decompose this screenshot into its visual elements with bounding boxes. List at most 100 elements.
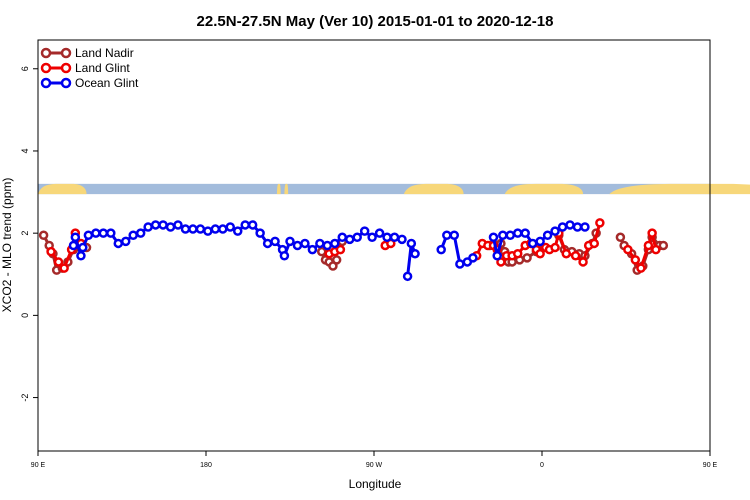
- data-point: [647, 228, 657, 238]
- data-point: [195, 224, 206, 234]
- x-axis-label: Longitude: [349, 477, 402, 491]
- x-tick-label: 180: [200, 462, 212, 469]
- data-point: [402, 271, 413, 282]
- data-point: [410, 248, 420, 259]
- y-tick-label: 2: [20, 231, 30, 236]
- data-point: [512, 248, 523, 259]
- y-tick-label: -2: [20, 394, 30, 402]
- legend-item: Ocean Glint: [40, 76, 139, 90]
- data-point: [316, 246, 327, 257]
- data-point: [120, 236, 131, 247]
- data-point: [367, 232, 377, 243]
- data-point: [135, 228, 146, 238]
- data-point: [535, 248, 545, 259]
- x-tick-label: 90 W: [366, 462, 383, 469]
- data-point: [498, 230, 508, 240]
- y-tick-label: 6: [20, 66, 30, 71]
- data-point: [91, 228, 101, 238]
- data-point: [158, 220, 168, 230]
- data-point: [455, 259, 465, 269]
- data-point: [307, 244, 318, 255]
- map-land: [276, 183, 281, 195]
- data-point: [292, 240, 303, 251]
- data-point: [623, 244, 633, 255]
- data-point: [382, 232, 392, 243]
- data-point: [397, 234, 407, 245]
- y-axis-label: XCO2 - MLO trend (ppm): [0, 178, 14, 313]
- map-land: [284, 183, 289, 195]
- data-point: [542, 230, 553, 240]
- map-land: [403, 183, 464, 195]
- data-point: [643, 240, 654, 251]
- data-point: [580, 222, 590, 232]
- legend-marker: [40, 77, 52, 89]
- map-land: [504, 183, 584, 195]
- data-point: [330, 238, 340, 249]
- data-point: [389, 232, 400, 243]
- data-point: [46, 246, 56, 257]
- data-point: [658, 240, 669, 251]
- data-point: [232, 226, 243, 236]
- data-point: [492, 251, 502, 261]
- x-tick-label: 0: [540, 462, 544, 469]
- data-point: [589, 238, 600, 249]
- data-point: [53, 257, 64, 267]
- legend-marker: [60, 62, 72, 74]
- chart-title: 22.5N-27.5N May (Ver 10) 2015-01-01 to 2…: [197, 13, 554, 30]
- data-point: [337, 232, 348, 243]
- data-point: [225, 222, 236, 232]
- data-point: [285, 236, 295, 247]
- data-point: [374, 228, 385, 238]
- data-point: [128, 230, 138, 240]
- map-land: [38, 183, 87, 195]
- data-point: [38, 230, 49, 240]
- data-point: [615, 232, 626, 243]
- data-point: [322, 240, 333, 251]
- y-axis: -2 0 2 4 6: [20, 66, 38, 402]
- legend-label: Ocean Glint: [75, 76, 139, 90]
- map-band: [38, 183, 750, 195]
- data-point: [344, 234, 355, 245]
- data-point: [98, 228, 109, 238]
- data-point: [550, 226, 560, 236]
- legend-item: Land Glint: [40, 61, 130, 75]
- data-point: [512, 228, 523, 238]
- data-point: [636, 263, 646, 273]
- data-point: [449, 230, 460, 240]
- data-point: [630, 255, 641, 265]
- data-point: [203, 226, 213, 236]
- data-point: [247, 220, 258, 230]
- data-point: [561, 248, 572, 259]
- data-point: [279, 251, 290, 261]
- data-point: [572, 222, 583, 232]
- data-point: [565, 220, 575, 230]
- data-point: [255, 228, 265, 238]
- data-point: [106, 228, 116, 238]
- data-point: [150, 220, 161, 230]
- x-tick-label: 90 E: [31, 462, 46, 469]
- data-point: [442, 230, 452, 240]
- data-point: [359, 226, 370, 236]
- data-point: [210, 224, 221, 234]
- data-point: [535, 236, 545, 247]
- series-layer: [38, 218, 669, 282]
- data-point: [520, 228, 530, 238]
- legend-marker: [60, 77, 72, 89]
- data-point: [68, 240, 79, 251]
- x-tick-label: 90 E: [703, 462, 718, 469]
- x-axis: 90 E 180 90 W 0 90 E: [31, 451, 718, 469]
- plot-frame: [37, 39, 711, 452]
- data-point: [436, 244, 446, 255]
- data-point: [165, 222, 176, 232]
- map-land: [609, 183, 750, 195]
- data-point: [557, 222, 568, 232]
- legend-label: Land Nadir: [75, 46, 134, 60]
- data-point: [113, 238, 124, 249]
- data-point: [180, 224, 191, 234]
- map-ocean: [38, 183, 710, 195]
- data-point: [527, 238, 538, 249]
- data-point: [59, 263, 69, 273]
- data-point: [315, 238, 325, 249]
